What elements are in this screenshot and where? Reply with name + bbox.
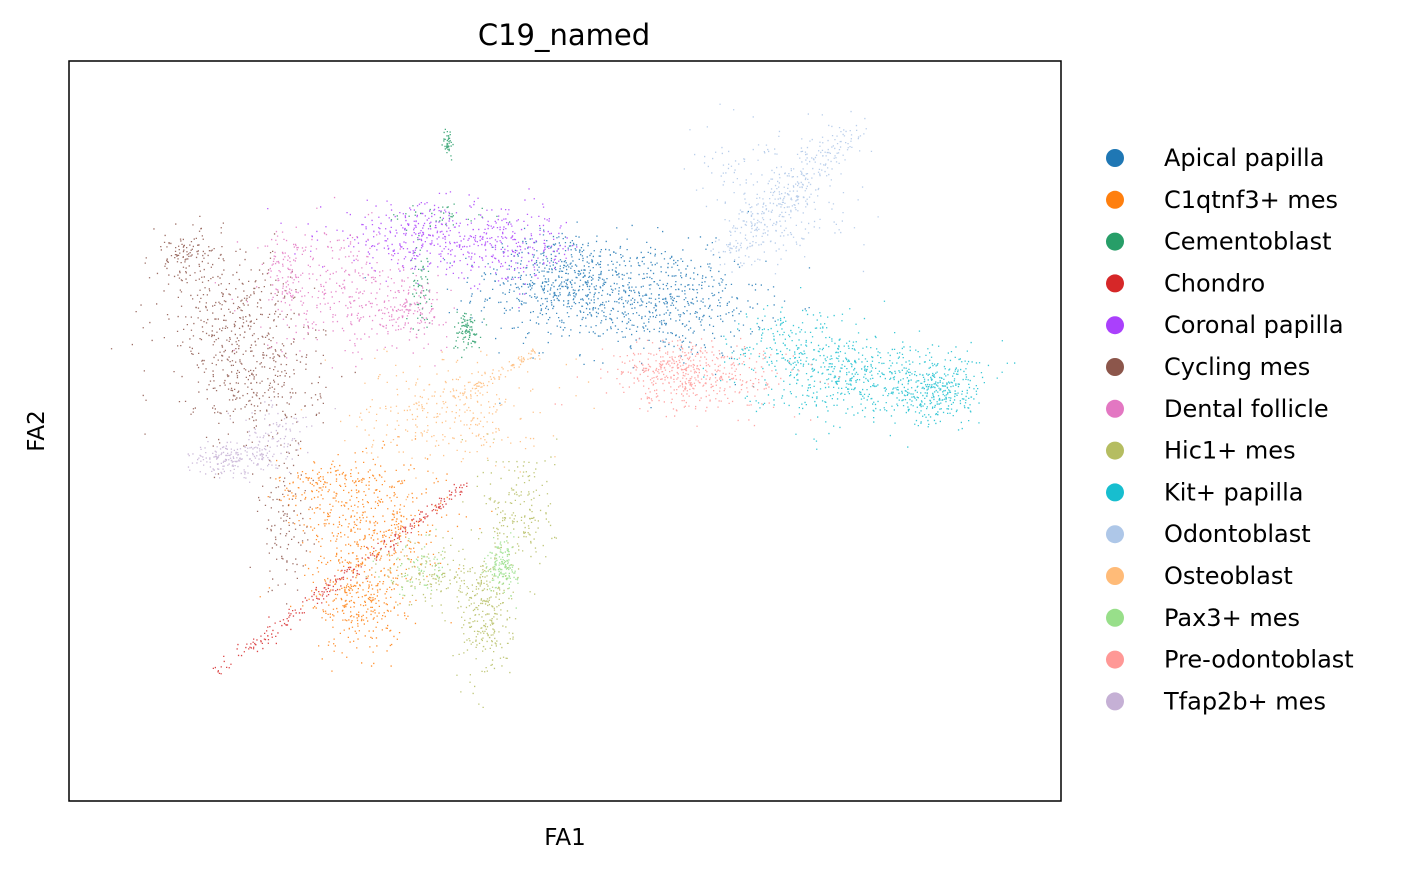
legend-marker	[1106, 149, 1124, 167]
legend-label: Cementoblast	[1164, 228, 1332, 256]
legend-marker	[1106, 190, 1124, 209]
legend-marker	[1106, 316, 1124, 335]
legend-marker	[1106, 399, 1124, 418]
series-chondro	[212, 482, 468, 675]
legend-item: Chondro	[1106, 269, 1265, 297]
legend-marker	[1106, 274, 1124, 293]
scatter-point	[187, 397, 336, 483]
legend-marker	[1106, 692, 1124, 711]
legend: Apical papilla C1qtnf3+ mes Cementoblast Ch…	[1106, 144, 1354, 715]
legend-marker	[1106, 358, 1124, 376]
series-pax3-mes	[372, 528, 519, 609]
scatter-point	[683, 103, 879, 275]
series-kit-papilla	[702, 287, 1016, 450]
scatter-point	[365, 433, 558, 708]
legend-label: Hic1+ mes	[1164, 437, 1296, 465]
legend-label: Tfap2b+ mes	[1163, 687, 1326, 715]
legend-label: Dental follicle	[1164, 395, 1329, 423]
legend-item: Dental follicle	[1106, 395, 1329, 423]
scatter-point	[110, 215, 356, 605]
legend-label: Kit+ papilla	[1164, 478, 1303, 506]
scatter-point	[702, 287, 1016, 450]
series-hic1-mes	[365, 433, 558, 708]
legend-item: Apical papilla	[1106, 144, 1324, 172]
scatter-point	[259, 436, 493, 672]
legend-item: C1qtnf3+ mes	[1106, 186, 1338, 214]
legend-item: Hic1+ mes	[1106, 437, 1296, 465]
series-cycling-mes	[110, 215, 356, 605]
legend-label: Pax3+ mes	[1164, 604, 1300, 632]
series-osteoblast	[300, 348, 595, 501]
legend-label: Osteoblast	[1164, 562, 1293, 590]
legend-label: Coronal papilla	[1164, 311, 1344, 339]
scatter-point	[372, 528, 519, 609]
legend-item: Coronal papilla	[1106, 311, 1344, 339]
legend-marker	[1106, 650, 1124, 669]
legend-marker	[1106, 525, 1124, 544]
legend-label: C1qtnf3+ mes	[1164, 186, 1338, 214]
legend-item: Pre-odontoblast	[1106, 646, 1354, 674]
scatter-point	[212, 482, 468, 675]
scatter-point	[214, 196, 455, 369]
scatter-point	[300, 348, 595, 501]
series-tfap2b-mes	[187, 397, 336, 483]
plot-frame	[68, 60, 1062, 802]
series-odontoblast	[683, 103, 879, 275]
series-dental-follicle	[214, 196, 455, 369]
legend-label: Cycling mes	[1164, 353, 1310, 381]
legend-item: Cementoblast	[1106, 228, 1332, 256]
legend-item: Tfap2b+ mes	[1106, 687, 1326, 715]
legend-item: Odontoblast	[1106, 520, 1311, 548]
legend-item: Pax3+ mes	[1106, 604, 1300, 632]
legend-item: Osteoblast	[1106, 562, 1293, 590]
legend-marker	[1106, 483, 1124, 502]
legend-label: Odontoblast	[1164, 520, 1311, 548]
scatter-point	[554, 337, 840, 427]
legend-marker	[1106, 232, 1124, 251]
legend-marker	[1106, 567, 1124, 585]
legend-marker	[1106, 608, 1124, 627]
legend-item: Cycling mes	[1106, 353, 1310, 381]
legend-label: Pre-odontoblast	[1164, 646, 1354, 674]
series-c1qtnf3-mes	[259, 436, 493, 672]
legend-label: Chondro	[1164, 269, 1265, 297]
y-axis-label: FA2	[24, 410, 50, 452]
legend-item: Kit+ papilla	[1106, 478, 1303, 506]
series-pre-odontoblast	[554, 337, 840, 427]
x-axis-label: FA1	[544, 825, 586, 851]
chart-title: C19_named	[478, 18, 650, 52]
scatter-points	[110, 103, 1016, 708]
legend-marker	[1106, 441, 1124, 460]
legend-label: Apical papilla	[1164, 144, 1324, 172]
